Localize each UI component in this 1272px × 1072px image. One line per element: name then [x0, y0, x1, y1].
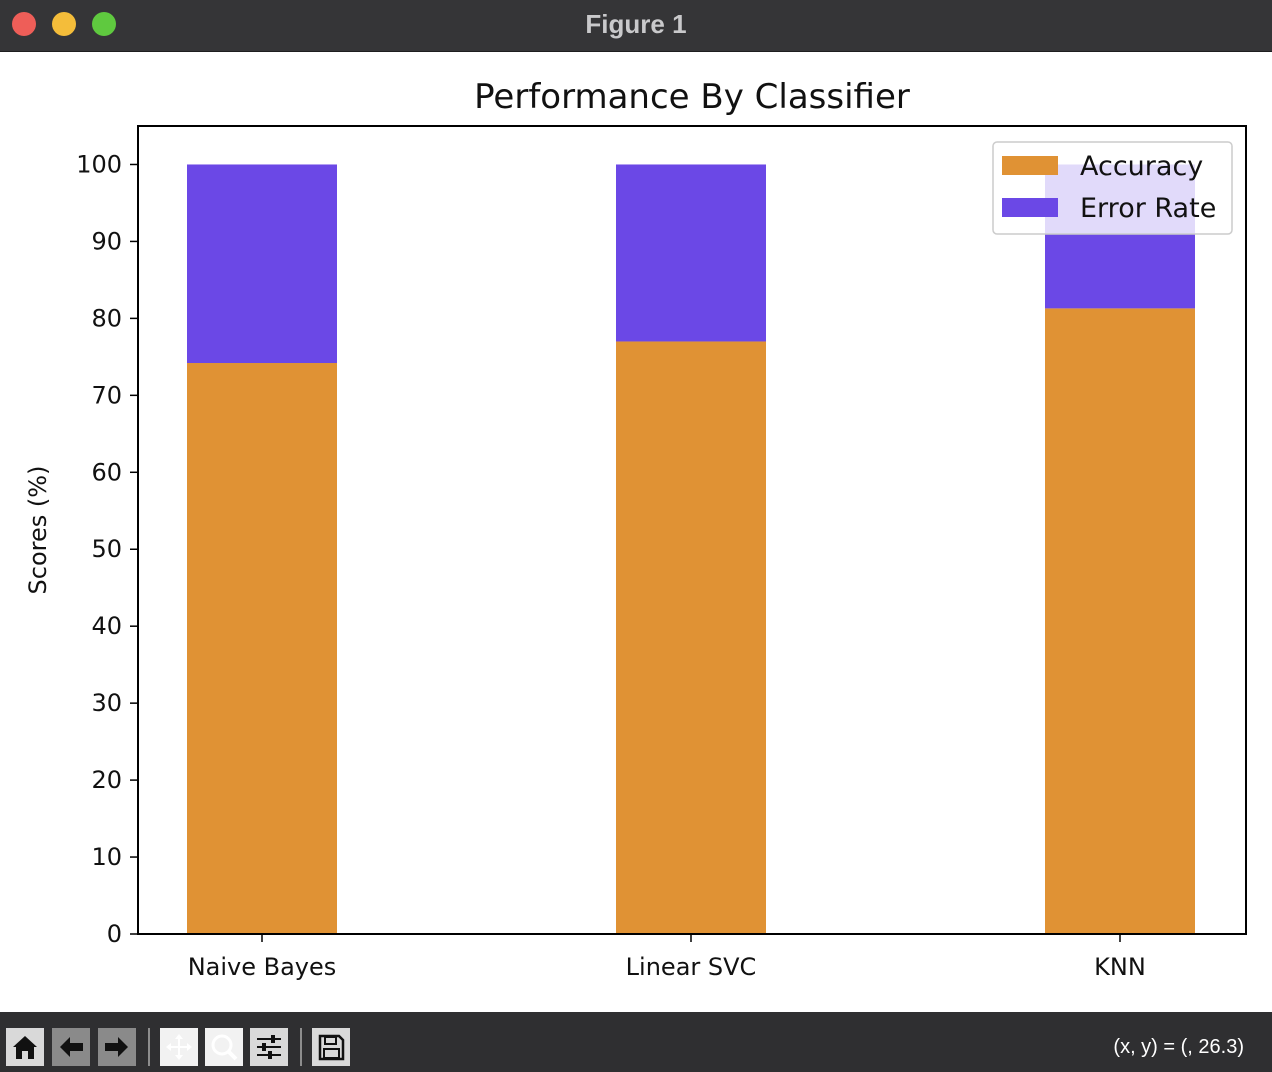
y-tick-label: 80 [91, 304, 122, 332]
x-tick-label: Linear SVC [626, 953, 757, 981]
legend-label-error-rate: Error Rate [1080, 193, 1216, 224]
forward-button[interactable] [98, 1028, 136, 1066]
y-tick-label: 90 [91, 227, 122, 255]
pan-icon [166, 1034, 192, 1060]
y-tick-label: 20 [91, 766, 122, 794]
legend-label-accuracy: Accuracy [1080, 151, 1203, 182]
home-icon [13, 1036, 37, 1059]
bar-error-rate-linear-svc [616, 164, 766, 342]
bar-error-rate-naive-bayes [187, 164, 337, 364]
window-titlebar: Figure 1 [0, 0, 1272, 52]
x-tick-label: KNN [1094, 953, 1146, 981]
zoom-button[interactable] [205, 1028, 243, 1066]
configure-subplots-icon [257, 1035, 281, 1059]
pan-button[interactable] [160, 1028, 198, 1066]
y-tick-label: 60 [91, 458, 122, 486]
y-tick-label: 0 [107, 920, 122, 948]
chart-title: Performance By Classifier [474, 77, 910, 117]
y-tick-label: 10 [91, 843, 122, 871]
bar-accuracy-linear-svc [616, 341, 766, 934]
window-title: Figure 1 [585, 9, 687, 39]
figure-canvas[interactable]: 0 10 20 30 40 50 60 70 80 90 100 Naive Bayes Linear … [0, 52, 1272, 1012]
bar-accuracy-naive-bayes [187, 363, 337, 935]
toolbar-separator [148, 1028, 150, 1066]
back-button[interactable] [52, 1028, 90, 1066]
minimize-window-button[interactable] [52, 12, 76, 36]
legend-swatch-error-rate [1002, 198, 1058, 217]
toolbar-separator [300, 1028, 302, 1066]
y-tick-label: 50 [91, 535, 122, 563]
bar-chart: 0 10 20 30 40 50 60 70 80 90 100 Naive Bayes Linear … [24, 77, 1247, 981]
y-tick-label: 40 [91, 612, 122, 640]
home-button[interactable] [6, 1028, 44, 1066]
configure-subplots-button[interactable] [250, 1028, 288, 1066]
y-axis-label: Scores (%) [24, 466, 52, 595]
y-tick-label: 70 [91, 381, 122, 409]
save-button[interactable] [312, 1028, 350, 1066]
plot-frame [137, 125, 1247, 935]
back-icon [60, 1037, 83, 1057]
legend-swatch-accuracy [1002, 156, 1058, 175]
maximize-window-button[interactable] [92, 12, 116, 36]
y-tick-label: 100 [76, 150, 122, 178]
navigation-toolbar [0, 1012, 1272, 1072]
save-icon [318, 1034, 345, 1061]
zoom-icon [211, 1034, 238, 1061]
bar-accuracy-knn [1045, 308, 1195, 934]
x-tick-label: Naive Bayes [188, 953, 337, 981]
close-window-button[interactable] [12, 12, 36, 36]
forward-icon [105, 1037, 128, 1057]
cursor-coordinates: (x, y) = (, 26.3) [1113, 1036, 1244, 1058]
y-tick-label: 30 [91, 689, 122, 717]
